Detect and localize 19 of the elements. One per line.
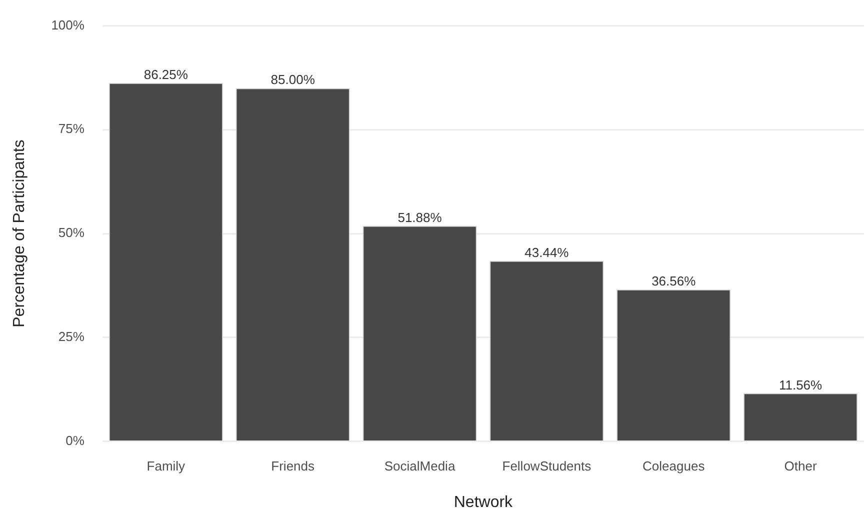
x-tick-label: Other — [784, 458, 818, 474]
y-tick-label: 0% — [66, 432, 85, 448]
x-tick-label: Coleagues — [642, 458, 706, 474]
y-axis-title: Percentage of Participants — [11, 140, 28, 328]
x-tick-label: FellowStudents — [502, 458, 592, 474]
x-axis-title: Network — [454, 494, 514, 511]
data-label: 11.56% — [778, 377, 823, 392]
y-tick-label: 75% — [58, 121, 85, 136]
data-label: 43.44% — [524, 244, 570, 260]
x-tick-label: Friends — [271, 458, 316, 474]
data-label: 36.56% — [652, 273, 696, 288]
x-tick-label: Family — [146, 458, 186, 474]
data-label: 51.88% — [398, 210, 442, 225]
data-label: 86.25% — [144, 66, 188, 82]
y-tick-label: 100% — [51, 17, 85, 32]
data-label: 85.00% — [270, 72, 316, 88]
y-tick-label: 50% — [58, 225, 85, 240]
x-tick-label: SocialMedia — [384, 458, 456, 474]
y-tick-label: 25% — [58, 328, 85, 344]
